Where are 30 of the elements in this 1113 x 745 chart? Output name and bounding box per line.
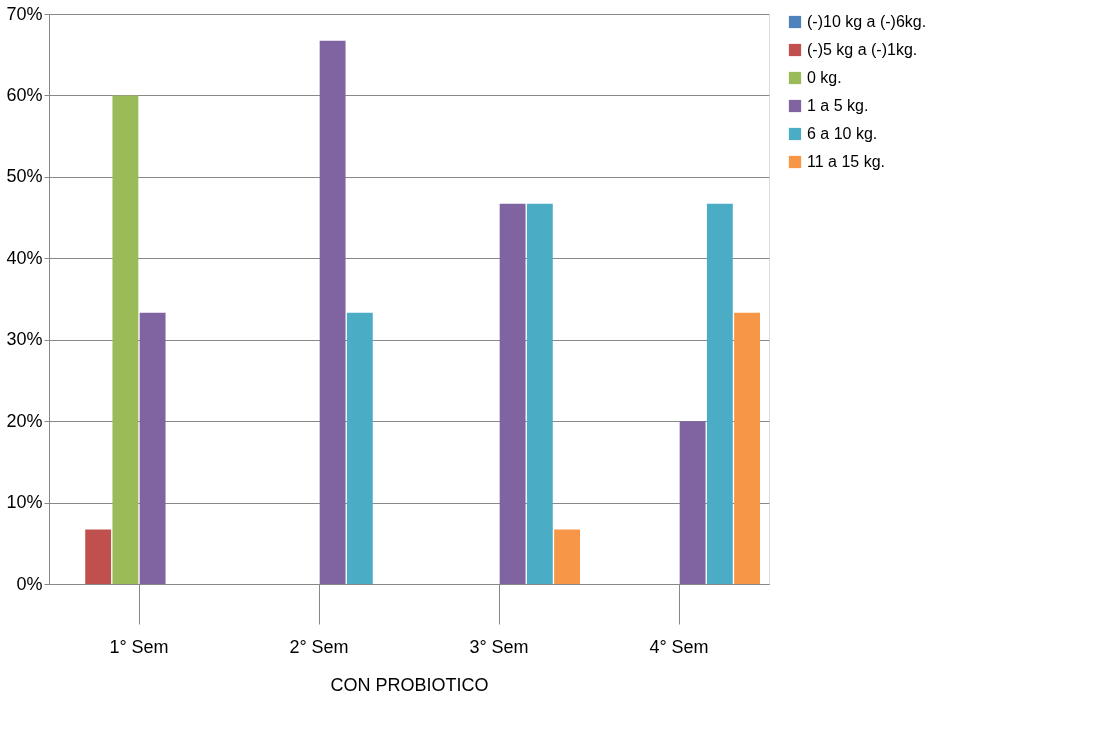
bar [499,203,526,584]
legend-label: 0 kg. [807,69,842,86]
legend-label: (-)10 kg a (-)6kg. [807,13,927,30]
legend-label: 6 a 10 kg. [807,125,878,142]
x-tick-label: 2° Sem [289,636,349,657]
y-tick-label: 50% [6,166,43,187]
x-tick-label: 1° Sem [109,636,169,657]
legend-label: 1 a 5 kg. [807,97,869,114]
bar [706,203,733,584]
bar [554,529,580,584]
x-axis-title: CON PROBIOTICO [330,674,489,695]
legend-label: (-)5 kg a (-)1kg. [807,41,918,58]
bar [319,40,346,584]
bar [139,312,166,584]
y-tick-label: 10% [6,492,43,513]
y-tick-label: 40% [6,247,43,268]
bar [112,95,139,584]
y-tick-label: 60% [6,84,43,105]
bar [734,312,760,584]
y-tick-label: 70% [6,3,43,24]
legend-label: 11 a 15 kg. [807,153,885,170]
y-tick-label: 30% [6,329,43,350]
bar [85,529,112,584]
y-tick-label: 20% [6,410,43,431]
x-tick-label: 4° Sem [649,636,709,657]
bar [679,421,706,584]
y-tick-label: 0% [16,573,43,594]
x-tick-label: 3° Sem [469,636,529,657]
bar [346,312,373,584]
bar [526,203,553,584]
